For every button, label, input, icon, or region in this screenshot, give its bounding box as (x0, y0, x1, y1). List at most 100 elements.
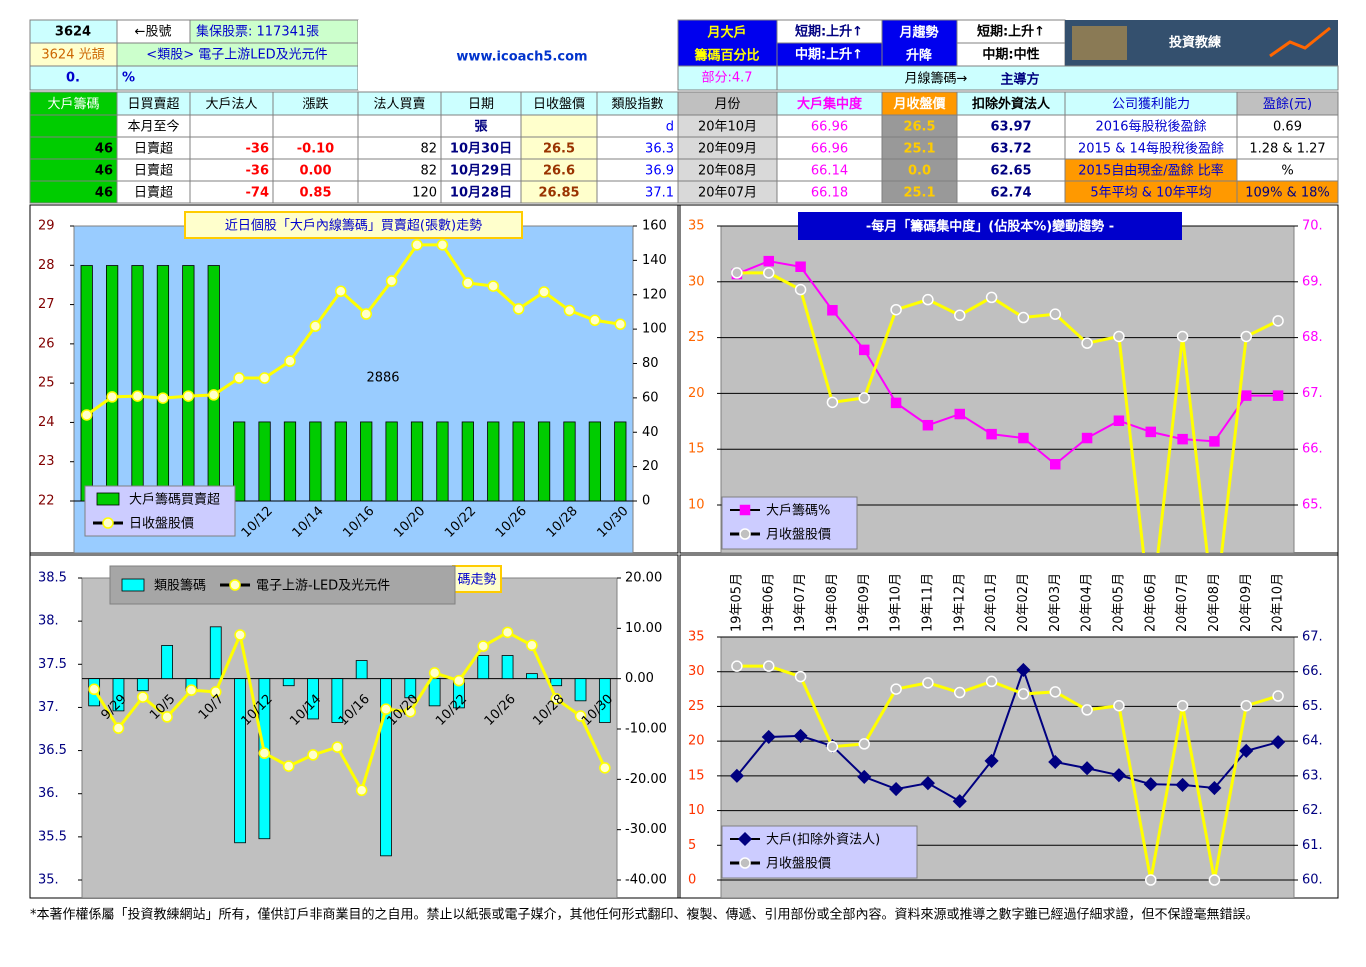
legend-label: 電子上游-LED及光元件 (256, 579, 390, 594)
y2-tick-label: 140 (642, 253, 667, 268)
y2-tick-label: 68. (1302, 330, 1323, 345)
y-tick-label: 38.5 (38, 571, 67, 586)
line-marker (794, 670, 807, 683)
y2-tick-label: 66. (1302, 442, 1323, 457)
table-text: 120 (412, 186, 437, 201)
line-marker (793, 728, 808, 743)
line-marker (501, 626, 514, 639)
y2-tick-label: 67. (1302, 630, 1323, 645)
table-text: 62.74 (990, 186, 1031, 201)
line-marker (763, 267, 775, 279)
table-text: 日收盤價 (533, 97, 585, 112)
table-cell (189, 114, 274, 138)
y-tick-label: 35.5 (38, 829, 67, 844)
y2-tick-label: 65. (1302, 699, 1323, 714)
bar (233, 421, 246, 502)
chart: 2886 22 23 24 25 26 27 28 29 0 20 40 60 80 100 120 140 16… (29, 204, 679, 554)
plot-area (81, 577, 618, 898)
line-marker (380, 703, 392, 715)
table-text: 5年平均 & 10年平均 (1090, 186, 1211, 201)
bar (182, 265, 195, 502)
site: www.icoach5.com (456, 50, 587, 65)
y2-tick-label: 60. (1302, 873, 1323, 888)
y-tick-label: 25 (38, 376, 55, 391)
x-tick-label: 19年12月 (952, 573, 967, 632)
line-marker (729, 768, 744, 783)
line-marker (157, 392, 169, 404)
y2-tick-label: 20.00 (625, 571, 662, 586)
y-tick-label: 37.5 (38, 657, 67, 672)
line-marker (1080, 761, 1095, 776)
line-marker (1145, 426, 1156, 438)
bar (112, 678, 125, 712)
cell (677, 19, 778, 67)
bar (334, 421, 347, 502)
bar (136, 678, 149, 692)
line-marker (858, 738, 870, 750)
title-box (798, 212, 1182, 240)
y2-tick-label: 63. (1302, 768, 1323, 783)
line-marker (234, 629, 246, 641)
line-marker (986, 428, 997, 440)
table-text: 漲跌 (302, 96, 328, 112)
legend-label: 大戶(扣除外資法人) (766, 833, 880, 848)
line-marker (589, 314, 601, 327)
bar (131, 265, 144, 502)
line-marker (859, 344, 870, 356)
table-text: 日賣超 (134, 142, 173, 157)
line-marker (1240, 330, 1252, 343)
y2-tick-label: 64. (1302, 734, 1323, 749)
line-marker (1271, 735, 1286, 750)
line-marker (1113, 699, 1125, 712)
line-marker (920, 776, 935, 791)
legend-box (721, 825, 918, 879)
x-tick-label: 19年11月 (920, 573, 935, 632)
chart-title: -每月「籌碼集中度」(佔股本%)變動趨勢 - (866, 219, 1114, 235)
table-text: -74 (246, 186, 270, 201)
chart: 10 15 20 25 30 35 65. 66. 67. 68. 69. 70. -每月「籌碼集中度」… (679, 204, 1339, 554)
y-tick-label: 23 (38, 454, 55, 469)
line-marker (985, 675, 998, 688)
y2-tick-label: 40 (642, 425, 659, 440)
line-marker (1145, 874, 1157, 886)
table-text: 日賣超 (134, 186, 173, 201)
table-text: 1.28 & 1.27 (1249, 142, 1325, 157)
header: 3624 ←股號 集保股票: 117341張 3624 光頡 <類股> 電子上游… (29, 19, 1339, 91)
legend-label: 月收盤股價 (766, 857, 831, 872)
y2-tick-label: 0 (642, 494, 650, 509)
y2-tick-label: 61. (1302, 838, 1323, 853)
bar (501, 655, 514, 680)
line-marker (1081, 704, 1093, 716)
y-tick-label: 10 (688, 498, 705, 513)
line-marker (550, 693, 562, 705)
line-marker (210, 686, 222, 698)
table-text: 月收盤價 (892, 96, 946, 112)
table-text: 20年10月 (698, 120, 757, 135)
y2-tick-label: 70. (1302, 219, 1323, 234)
y-tick-label: 27 (38, 297, 55, 312)
logo-arrow (1269, 26, 1331, 58)
y2-tick-label: 80 (642, 356, 659, 371)
line-marker (284, 355, 296, 367)
line-marker (477, 640, 489, 652)
line-marker (574, 710, 587, 722)
bar (574, 678, 587, 702)
table-text: -36 (246, 164, 270, 179)
line-marker (428, 667, 441, 679)
line-marker (229, 579, 241, 591)
pct-value: 0. (66, 71, 80, 86)
y-tick-label: 36.5 (38, 743, 67, 758)
bar (331, 678, 344, 723)
table-text: 20年09月 (698, 142, 757, 157)
line-marker (739, 504, 751, 516)
line-marker (131, 390, 144, 402)
y2-tick-label: -20.00 (625, 772, 667, 787)
line-marker (890, 303, 902, 316)
bar (234, 678, 246, 844)
table-text: 大戶籌碼 (47, 97, 99, 112)
big-mid: 中期:上升↑ (795, 47, 863, 63)
bar (385, 421, 398, 502)
table-text: 0.0 (908, 164, 931, 179)
trend-title: 升降 (906, 48, 933, 64)
y2-tick-label: 160 (642, 219, 667, 234)
